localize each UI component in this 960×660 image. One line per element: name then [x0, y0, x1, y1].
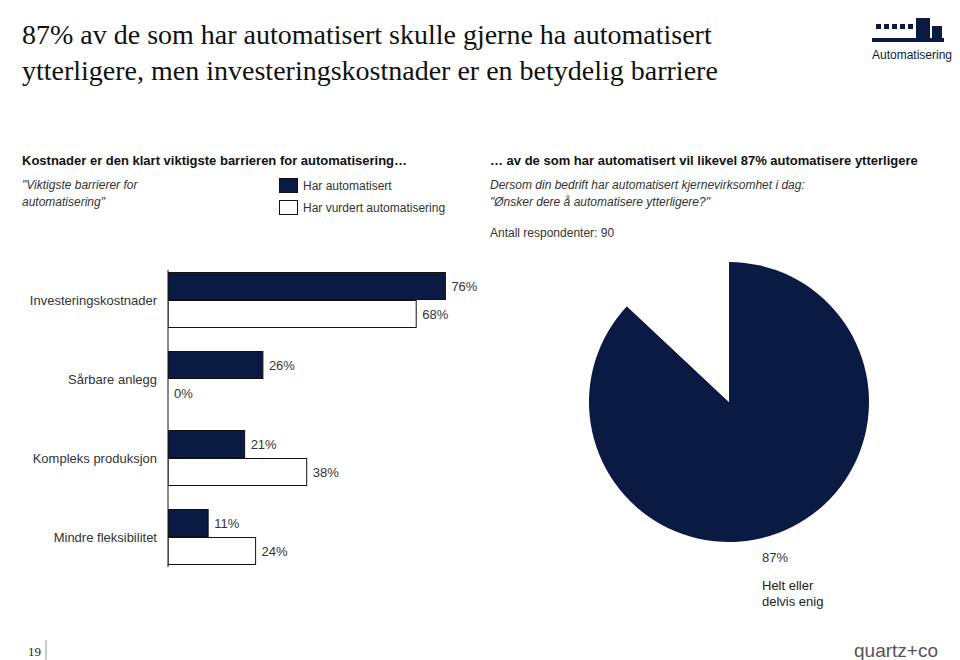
- category-label: Investeringskostnader: [30, 293, 158, 308]
- page-number: 19: [28, 644, 41, 659]
- data-label: 26%: [269, 358, 295, 373]
- bar: [168, 459, 307, 486]
- badge-label: Automatisering: [872, 48, 952, 62]
- bar: [168, 352, 263, 379]
- chart-title: Kostnader er den klart viktigste barrier…: [22, 153, 407, 168]
- badge-icon-part: [932, 26, 942, 38]
- category-label: Helt eller delvis enig: [762, 578, 842, 610]
- data-label: 0%: [174, 386, 193, 401]
- data-label: 76%: [451, 279, 477, 294]
- data-label: 11%: [214, 516, 239, 531]
- badge-icon-part: [884, 24, 889, 29]
- bar: [168, 301, 416, 328]
- data-label: 87%: [762, 550, 788, 565]
- legend-label: Har automatisert: [303, 179, 392, 193]
- footer-rule: [46, 640, 47, 660]
- data-label: 38%: [313, 465, 339, 480]
- pie-slice: [589, 262, 869, 542]
- category-label: Kompleks produksjon: [33, 451, 157, 466]
- category-label: Sårbare anlegg: [68, 372, 157, 387]
- legend-swatch: [280, 201, 298, 215]
- axis-line: [168, 270, 169, 567]
- data-label: 21%: [251, 437, 277, 452]
- chart-subtitle: "Viktigste barrierer for: [22, 178, 138, 192]
- badge-icon-part: [872, 38, 944, 42]
- bar-group: [168, 273, 445, 565]
- page-title: ytterligere, men investeringskostnader e…: [22, 55, 718, 86]
- legend-swatch: [280, 179, 298, 193]
- legend-label: Har vurdert automatisering: [303, 201, 445, 215]
- page-title: 87% av de som har automatisert skulle gj…: [22, 19, 712, 50]
- badge-icon-part: [892, 24, 897, 29]
- bar: [168, 273, 445, 300]
- badge-icon-part: [908, 24, 913, 29]
- chart-subtitle: "Ønsker dere å automatisere ytterligere?…: [490, 195, 711, 209]
- badge-icon-part: [916, 18, 930, 38]
- badge-icon-part: [900, 24, 905, 29]
- pie: [589, 262, 869, 542]
- category-label: Mindre fleksibilitet: [54, 530, 158, 545]
- annotation: Antall respondenter: 90: [490, 226, 614, 240]
- bar: [168, 538, 256, 565]
- chart-title: … av de som har automatisert vil likevel…: [490, 153, 918, 168]
- badge-icon: [872, 18, 944, 42]
- data-label: 68%: [422, 307, 448, 322]
- data-label: 24%: [262, 544, 288, 559]
- page-canvas: 87% av de som har automatisert skulle gj…: [0, 0, 960, 660]
- pie-slice: [627, 262, 729, 402]
- chart-subtitle: automatisering": [22, 195, 106, 209]
- brand: quartz+co: [854, 640, 938, 660]
- badge-icon-part: [876, 24, 881, 29]
- chart-subtitle: Dersom din bedrift har automatisert kjer…: [490, 178, 805, 192]
- bar: [168, 431, 245, 458]
- bar: [168, 510, 208, 537]
- bar-labels: 76%68% 26% 0% 21% 38% 11% 24%: [174, 279, 478, 559]
